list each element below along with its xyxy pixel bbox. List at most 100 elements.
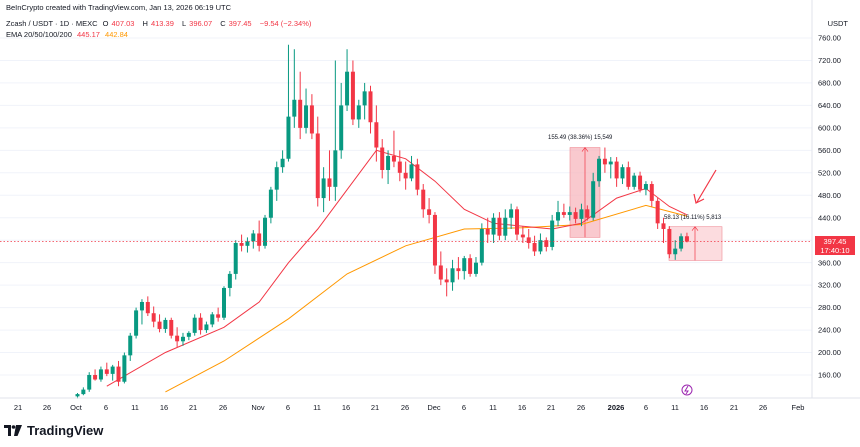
candle-body <box>339 105 344 151</box>
candle <box>93 369 98 381</box>
candle-body <box>614 161 619 179</box>
time-tick-label: 26 <box>219 403 227 412</box>
candle <box>491 213 496 244</box>
candle-body <box>415 164 420 190</box>
candle-body <box>333 150 338 187</box>
candle-body <box>151 313 156 322</box>
candle <box>550 214 555 251</box>
time-tick-label: 21 <box>189 403 197 412</box>
chart-grid <box>0 37 812 376</box>
measure-arrowhead-2 <box>691 226 699 231</box>
candle <box>643 181 648 196</box>
price-tick-label: 520.00 <box>818 168 841 177</box>
time-tick-label: 26 <box>43 403 51 412</box>
candle-body <box>497 217 502 236</box>
candle <box>673 240 678 260</box>
candle <box>298 71 303 140</box>
candle-body <box>679 236 684 249</box>
candle <box>479 223 484 266</box>
candle <box>462 255 467 280</box>
ema50-value: 442.84 <box>105 30 128 39</box>
candle <box>485 217 490 244</box>
price-tick-label: 480.00 <box>818 191 841 200</box>
candle <box>509 203 514 229</box>
candle-body <box>491 217 496 235</box>
candle <box>526 228 531 249</box>
candle-body <box>468 258 473 274</box>
candle <box>145 296 150 317</box>
candle-body <box>556 212 561 221</box>
candle-body <box>520 234 525 238</box>
candle <box>450 259 455 291</box>
symbol-label[interactable]: Zcash / USDT · 1D · MEXC <box>6 19 98 28</box>
time-tick-label: Oct <box>70 403 83 412</box>
candle-body <box>661 223 666 229</box>
candle-body <box>450 268 455 283</box>
ema-legend[interactable]: EMA 20/50/100/200 445.17 442.84 <box>6 30 131 40</box>
candle <box>626 161 631 190</box>
time-tick-label: 2026 <box>608 403 625 412</box>
ema20-value: 445.17 <box>76 30 100 39</box>
candle-body <box>298 99 303 128</box>
candle <box>403 161 408 190</box>
time-tick-label: 16 <box>342 403 350 412</box>
down-arrow-head <box>693 193 705 204</box>
candle-body <box>145 301 150 314</box>
candle <box>415 158 420 196</box>
candle <box>356 99 361 128</box>
candle-body <box>286 116 291 159</box>
candle-body <box>585 209 590 218</box>
candle <box>503 209 508 241</box>
candle <box>315 116 320 207</box>
candle <box>192 314 197 336</box>
candle <box>591 172 596 221</box>
price-axis: 760.00 720.00 680.00 640.00 600.00 560.00 520.… <box>811 0 841 398</box>
candle-body <box>591 181 596 218</box>
candle <box>245 237 250 253</box>
ema50-line <box>165 204 688 393</box>
candle <box>81 387 86 396</box>
price-tick-label: 640.00 <box>818 101 841 110</box>
candle <box>456 257 461 280</box>
candle <box>98 366 103 382</box>
candle <box>163 317 168 333</box>
brand-name: TradingView <box>27 423 104 438</box>
down-arrow-shaft <box>696 169 717 203</box>
candle-body <box>649 184 654 201</box>
candle <box>520 226 525 244</box>
candle-body <box>632 175 637 187</box>
candle-body <box>192 317 197 333</box>
candle-body <box>538 240 543 252</box>
candle-body <box>456 268 461 272</box>
currency-label[interactable]: USDT <box>827 19 848 28</box>
candle <box>345 49 350 112</box>
candle-body <box>579 209 584 219</box>
time-tick-label: 21 <box>547 403 555 412</box>
candle-body <box>561 212 566 215</box>
candle <box>257 220 262 252</box>
candle-body <box>380 147 385 170</box>
tradingview-brand[interactable]: TradingView <box>4 423 103 438</box>
candle-body <box>684 236 689 242</box>
candle-body <box>75 394 80 397</box>
candle <box>386 150 391 185</box>
candle <box>304 88 309 134</box>
candle <box>87 372 92 392</box>
candle <box>632 172 637 190</box>
candle-body <box>222 287 226 318</box>
candle-body <box>116 366 121 382</box>
time-tick-label: 26 <box>401 403 409 412</box>
candle-body <box>239 243 244 246</box>
candle-body <box>227 273 232 288</box>
candle-body <box>257 233 262 246</box>
candle <box>684 232 689 243</box>
low-value: 396.07 <box>189 19 213 28</box>
candles <box>75 44 689 399</box>
candle <box>409 155 414 182</box>
price-tick-label: 720.00 <box>818 56 841 65</box>
time-tick-label: 16 <box>700 403 708 412</box>
time-tick-label: 21 <box>730 403 738 412</box>
candle-body <box>321 178 326 199</box>
candle <box>151 306 156 328</box>
